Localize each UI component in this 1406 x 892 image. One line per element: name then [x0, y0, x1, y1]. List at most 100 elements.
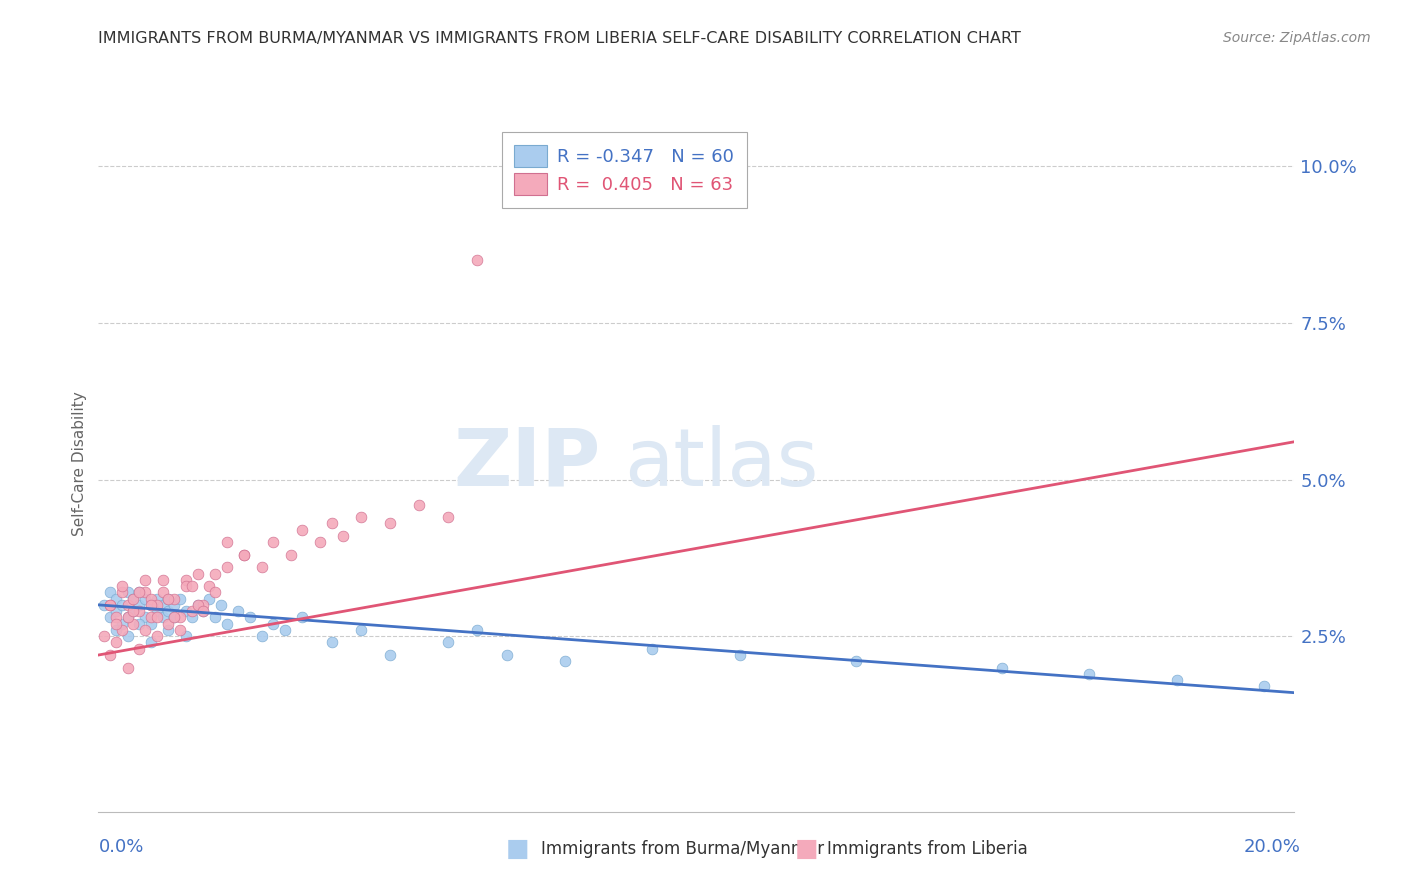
Point — [117, 610, 139, 624]
Point — [274, 623, 297, 637]
Point — [163, 598, 186, 612]
Point — [104, 604, 127, 618]
Point — [186, 598, 208, 612]
Point — [157, 591, 180, 606]
Point — [163, 610, 186, 624]
Text: 0.0%: 0.0% — [98, 838, 143, 855]
Point — [128, 616, 150, 631]
Point — [378, 648, 401, 662]
Point — [233, 548, 256, 562]
Point — [186, 566, 208, 581]
Point — [1253, 679, 1275, 693]
Point — [845, 654, 868, 668]
Point — [209, 598, 232, 612]
Point — [128, 585, 150, 599]
Point — [111, 623, 134, 637]
Text: atlas: atlas — [624, 425, 818, 503]
Point — [139, 591, 162, 606]
Point — [204, 610, 226, 624]
Point — [180, 604, 202, 618]
Point — [437, 635, 460, 649]
Point — [122, 604, 145, 618]
Point — [111, 616, 134, 631]
Point — [467, 253, 489, 268]
Point — [139, 598, 162, 612]
Point — [215, 616, 238, 631]
Point — [350, 510, 373, 524]
Point — [280, 548, 302, 562]
Text: Immigrants from Burma/Myanmar: Immigrants from Burma/Myanmar — [541, 840, 824, 858]
Point — [117, 660, 139, 674]
Point — [157, 604, 180, 618]
Point — [157, 591, 180, 606]
Point — [104, 610, 127, 624]
Point — [117, 610, 139, 624]
Point — [104, 591, 127, 606]
Point — [193, 598, 215, 612]
Point — [728, 648, 751, 662]
Point — [134, 573, 156, 587]
Text: ■: ■ — [794, 838, 818, 861]
Point — [152, 585, 174, 599]
Point — [117, 585, 139, 599]
Point — [378, 516, 401, 531]
Point — [233, 548, 256, 562]
Point — [1166, 673, 1188, 687]
Point — [163, 591, 186, 606]
Point — [111, 598, 134, 612]
Point — [437, 510, 460, 524]
Point — [180, 610, 202, 624]
Point — [117, 598, 139, 612]
Point — [204, 585, 226, 599]
Text: IMMIGRANTS FROM BURMA/MYANMAR VS IMMIGRANTS FROM LIBERIA SELF-CARE DISABILITY CO: IMMIGRANTS FROM BURMA/MYANMAR VS IMMIGRA… — [98, 31, 1021, 46]
Point — [134, 623, 156, 637]
Point — [174, 629, 197, 643]
Point — [139, 610, 162, 624]
Point — [991, 660, 1014, 674]
Text: ZIP: ZIP — [453, 425, 600, 503]
Point — [98, 585, 121, 599]
Y-axis label: Self-Care Disability: Self-Care Disability — [72, 392, 87, 536]
Point — [134, 585, 156, 599]
Point — [467, 623, 489, 637]
Point — [128, 598, 150, 612]
Point — [215, 535, 238, 549]
Point — [321, 635, 343, 649]
Point — [250, 629, 273, 643]
Point — [408, 498, 430, 512]
Point — [117, 629, 139, 643]
Point — [250, 560, 273, 574]
Text: 20.0%: 20.0% — [1244, 838, 1301, 855]
Point — [128, 604, 150, 618]
Point — [152, 598, 174, 612]
Point — [93, 598, 115, 612]
Point — [291, 523, 314, 537]
Point — [309, 535, 332, 549]
Point — [174, 573, 197, 587]
Point — [134, 610, 156, 624]
Point — [321, 516, 343, 531]
Point — [122, 591, 145, 606]
Point — [98, 598, 121, 612]
Text: Source: ZipAtlas.com: Source: ZipAtlas.com — [1223, 31, 1371, 45]
Point — [157, 623, 180, 637]
Point — [641, 641, 664, 656]
Point — [169, 610, 191, 624]
Point — [332, 529, 354, 543]
Point — [139, 635, 162, 649]
Point — [291, 610, 314, 624]
Point — [152, 610, 174, 624]
Point — [239, 610, 262, 624]
Point — [93, 629, 115, 643]
Point — [145, 610, 167, 624]
Point — [163, 610, 186, 624]
Point — [98, 598, 121, 612]
Point — [122, 604, 145, 618]
Point — [122, 616, 145, 631]
Point — [145, 591, 167, 606]
Point — [98, 610, 121, 624]
Point — [215, 560, 238, 574]
Point — [128, 641, 150, 656]
Text: ■: ■ — [506, 838, 530, 861]
Point — [174, 604, 197, 618]
